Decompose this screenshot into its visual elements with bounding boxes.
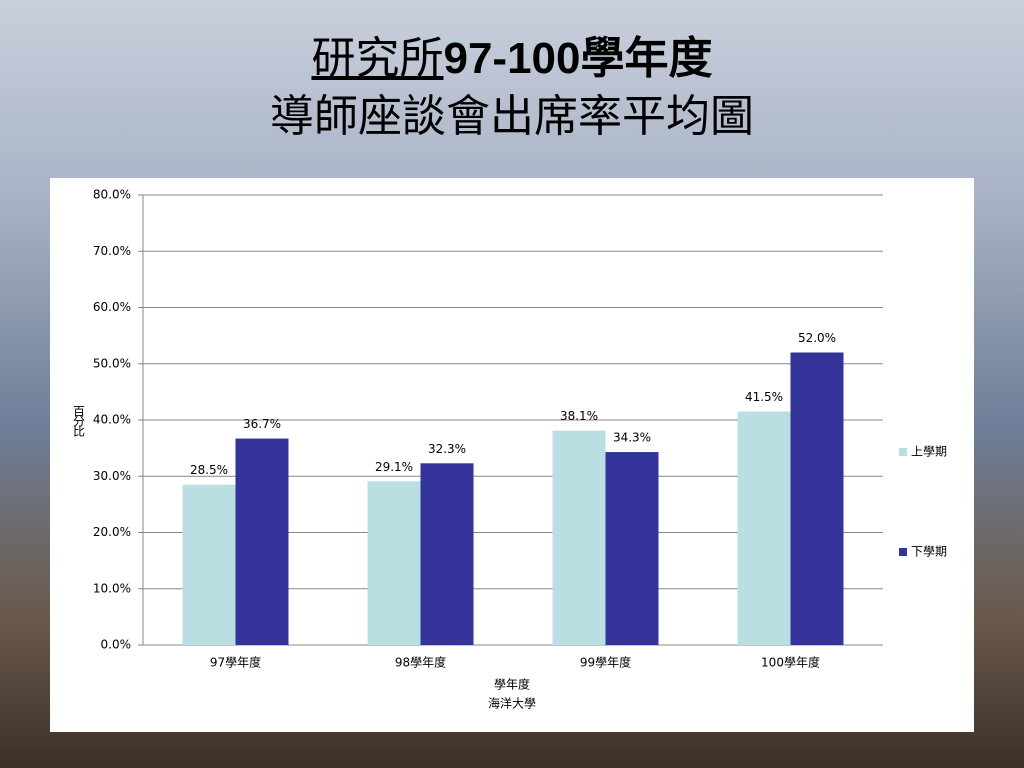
- y-tick-label: 20.0%: [93, 525, 131, 539]
- bar: [737, 411, 791, 645]
- bar: [420, 463, 474, 645]
- subtitle: 導師座談會出席率平均圖: [270, 91, 754, 142]
- y-tick-label: 60.0%: [93, 300, 131, 314]
- value-label: 32.3%: [428, 442, 466, 456]
- slide-title: 研究所97-100學年度 導師座談會出席率平均圖: [0, 30, 1024, 146]
- value-label: 29.1%: [375, 460, 413, 474]
- legend-label: 上學期: [911, 445, 947, 459]
- title-line: 研究所97-100學年度: [0, 30, 1024, 88]
- value-label: 38.1%: [560, 409, 598, 423]
- y-tick-label: 30.0%: [93, 469, 131, 483]
- x-axis-label: 學年度: [494, 677, 530, 692]
- y-tick-label: 10.0%: [93, 581, 131, 595]
- y-tick-label: 40.0%: [93, 413, 131, 427]
- bar: [552, 430, 606, 645]
- y-tick-label: 0.0%: [101, 638, 132, 652]
- value-label: 28.5%: [190, 463, 228, 477]
- value-label: 36.7%: [243, 417, 281, 431]
- legend-label: 下學期: [911, 545, 947, 559]
- note: 海洋大學: [488, 696, 536, 711]
- title-part: 97-100學年度: [443, 34, 713, 83]
- bar: [235, 438, 289, 645]
- title-part: 研究所: [311, 33, 444, 84]
- bar: [367, 481, 421, 645]
- y-axis-label: 百分比: [72, 405, 86, 438]
- x-tick-label: 100學年度: [761, 655, 820, 670]
- x-tick-label: 98學年度: [395, 655, 446, 670]
- value-label: 52.0%: [798, 331, 836, 345]
- legend-swatch: [899, 448, 907, 456]
- legend-swatch: [899, 548, 907, 556]
- x-tick-label: 97學年度: [210, 655, 261, 670]
- value-label: 41.5%: [745, 390, 783, 404]
- bar: [605, 452, 659, 645]
- y-tick-label: 70.0%: [93, 244, 131, 258]
- bar: [182, 484, 236, 645]
- y-tick-label: 80.0%: [93, 188, 131, 202]
- y-tick-label: 50.0%: [93, 356, 131, 370]
- x-tick-label: 99學年度: [580, 655, 631, 670]
- bar: [790, 352, 844, 645]
- value-label: 34.3%: [613, 431, 651, 445]
